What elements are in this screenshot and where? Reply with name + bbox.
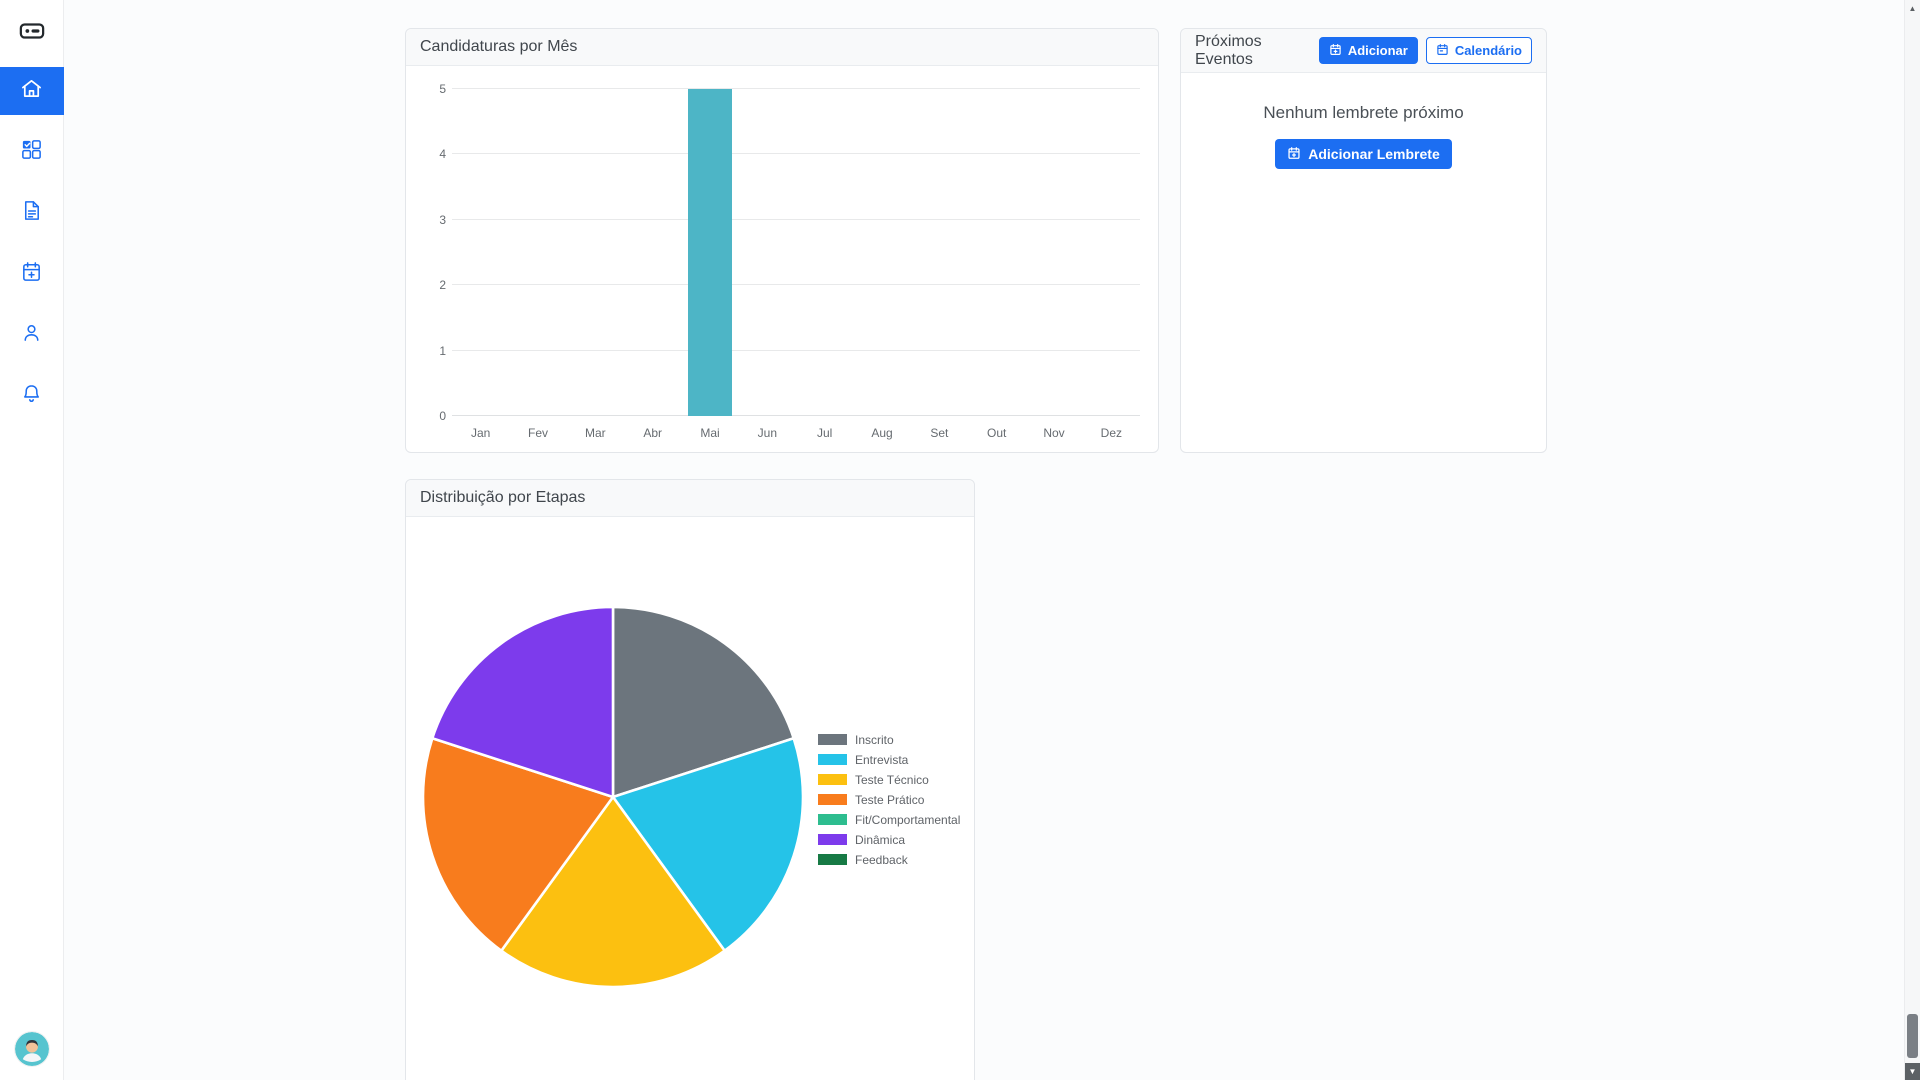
calendario-button[interactable]: Calendário (1425, 37, 1532, 64)
button-label: Adicionar (1347, 43, 1408, 58)
x-tick-label: Mar (584, 426, 606, 440)
card-title: Próximos Eventos (1195, 32, 1262, 68)
sidebar-item-documents[interactable] (0, 189, 64, 237)
x-tick-label: Abr (643, 426, 662, 440)
card-candidaturas-por-mes: Candidaturas por Mês 0 1 2 3 4 5 Jan Fev Mar Abr M… (405, 28, 1159, 453)
scroll-down-button[interactable]: ▼ (1905, 1063, 1920, 1080)
x-tick-label: Nov (1043, 426, 1065, 440)
pie-slice-inscrito[interactable] (611, 605, 796, 799)
bell-icon (20, 382, 43, 410)
legend-swatch (818, 754, 847, 765)
x-tick-label: Mai (700, 426, 720, 440)
events-body: Nenhum lembrete próximo Adicionar Lembre… (1181, 103, 1546, 484)
card-proximos-eventos: Próximos Eventos Adicionar Calendário (1180, 28, 1547, 453)
pie-slice-entrevista[interactable] (611, 736, 805, 953)
x-tick-label: Fev (527, 426, 549, 440)
legend-label: Dinâmica (855, 832, 906, 847)
sidebar-item-calendar[interactable] (0, 250, 64, 298)
bar-chart: 0 1 2 3 4 5 Jan Fev Mar Abr Mai Jun Jul Aug Set Out Nov D… (406, 66, 1158, 454)
app-logo-icon (19, 22, 45, 45)
legend-item-entrevista[interactable]: Entrevista (818, 752, 960, 767)
legend-label: Teste Prático (855, 792, 925, 807)
legend-swatch (818, 794, 847, 805)
legend-label: Inscrito (855, 732, 894, 747)
x-tick-label: Jan (470, 426, 491, 440)
y-tick-label: 5 (439, 82, 446, 96)
adicionar-button[interactable]: Adicionar (1318, 37, 1418, 64)
legend-swatch (818, 734, 847, 745)
card-header: Candidaturas por Mês (406, 29, 1158, 66)
button-label: Calendário (1454, 43, 1522, 58)
pie-slice-dinamica[interactable] (430, 605, 615, 799)
x-tick-label: Jun (757, 426, 778, 440)
legend-item-inscrito[interactable]: Inscrito (818, 732, 960, 747)
card-title: Candidaturas por Mês (420, 38, 578, 55)
legend-swatch (818, 854, 847, 865)
bar-mai[interactable] (688, 89, 732, 416)
legend-label: Entrevista (855, 752, 909, 767)
y-tick-label: 3 (439, 212, 446, 227)
legend-label: Feedback (855, 852, 908, 867)
calendar-icon (1436, 43, 1449, 59)
pie-svg (421, 605, 805, 989)
scrollbar-thumb[interactable] (1907, 1014, 1918, 1058)
document-icon (20, 199, 43, 227)
sidebar-item-notifications[interactable] (0, 372, 64, 420)
legend-swatch (818, 834, 847, 845)
gridline (452, 284, 1140, 286)
bar-plot: 0 1 2 3 4 5 Jan Fev Mar Abr Mai Jun Jul Aug Set Out Nov D… (439, 82, 1140, 440)
card-header: Distribuição por Etapas (406, 480, 974, 517)
pie-slice-teste-pratico[interactable] (421, 736, 615, 953)
calendar-plus-icon (1287, 146, 1301, 163)
legend-label: Fit/Comportamental (855, 812, 961, 827)
x-tick-label: Jul (816, 426, 833, 440)
x-tick-label: Aug (871, 426, 893, 440)
calendar-plus-icon (20, 260, 43, 288)
home-icon (20, 77, 43, 105)
gridline (452, 153, 1140, 155)
grid-check-icon (20, 138, 43, 166)
empty-message: Nenhum lembrete próximo (1263, 103, 1464, 122)
legend-swatch (818, 774, 847, 785)
sidebar (0, 0, 64, 1080)
scroll-up-button[interactable]: ▲ (1908, 4, 1917, 13)
pie-legend: Inscrito Entrevista Teste Técnico Teste Prá… (818, 733, 960, 873)
legend-label: Teste Técnico (855, 772, 929, 787)
card-title: Distribuição por Etapas (420, 489, 586, 506)
sidebar-item-profile[interactable] (0, 311, 64, 359)
user-icon (20, 321, 43, 349)
sidebar-item-dashboard[interactable] (0, 128, 64, 176)
gridline (452, 349, 1140, 351)
user-avatar[interactable] (15, 1032, 49, 1066)
gridline (452, 415, 1140, 416)
calendar-plus-icon (1329, 43, 1342, 59)
legend-item-fit-comportamental[interactable]: Fit/Comportamental (818, 812, 961, 827)
x-tick-label: Dez (1100, 426, 1122, 440)
legend-item-dinamica[interactable]: Dinâmica (818, 832, 960, 847)
gridline (452, 218, 1140, 220)
button-label: Adicionar Lembrete (1308, 146, 1440, 162)
sidebar-item-home[interactable] (0, 67, 64, 115)
y-tick-label: 2 (439, 278, 446, 293)
x-tick-label: Set (930, 426, 949, 440)
y-tick-label: 0 (439, 409, 446, 423)
card-distribuicao-por-etapas: Distribuição por Etapas Inscrito Entrevis… (405, 479, 975, 1080)
legend-swatch (818, 814, 847, 825)
y-tick-label: 1 (439, 343, 446, 358)
card-header: Próximos Eventos Adicionar Calendário (1181, 29, 1546, 73)
legend-item-teste-pratico[interactable]: Teste Prático (818, 792, 960, 807)
legend-item-teste-tecnico[interactable]: Teste Técnico (818, 772, 960, 787)
header-actions: Adicionar Calendário (1318, 37, 1532, 64)
x-tick-label: Out (986, 426, 1007, 440)
gridline (452, 88, 1140, 89)
y-tick-label: 4 (439, 147, 446, 162)
vertical-scrollbar[interactable]: ▲ ▼ (1904, 0, 1920, 1080)
adicionar-lembrete-button[interactable]: Adicionar Lembrete (1275, 139, 1452, 169)
pie-slice-teste-tecnico[interactable] (500, 795, 726, 989)
legend-item-feedback[interactable]: Feedback (818, 852, 960, 867)
pie-chart: Inscrito Entrevista Teste Técnico Teste Prá… (406, 517, 974, 1080)
